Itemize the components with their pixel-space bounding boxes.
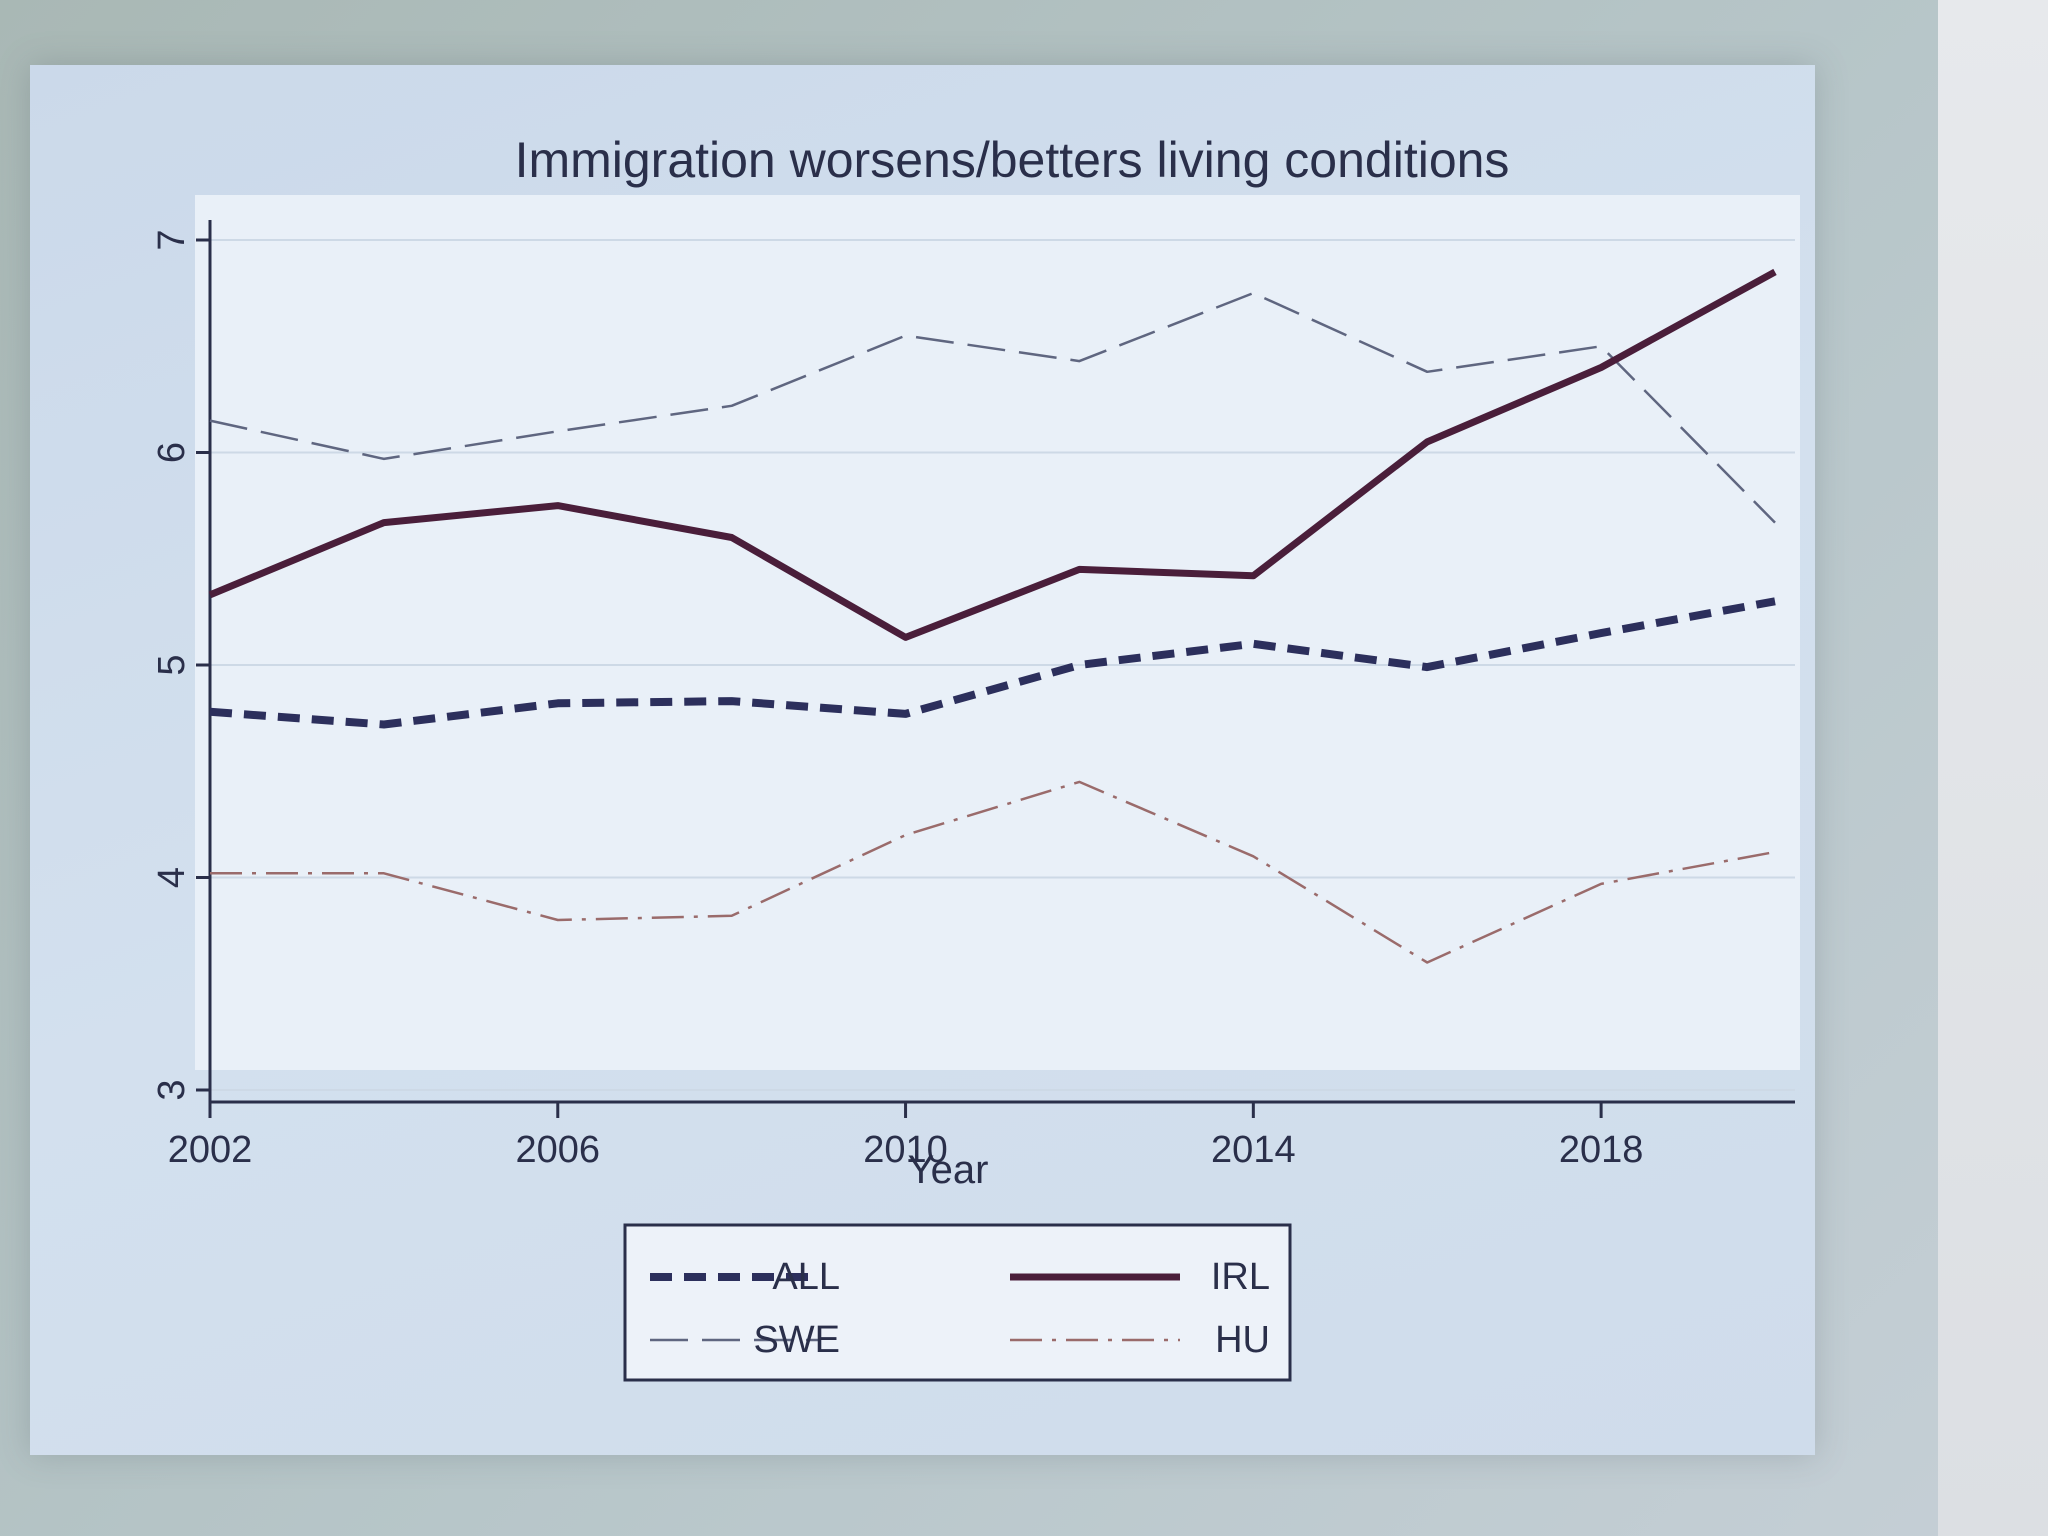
legend-box [623, 1223, 1292, 1382]
y-ticks: 3 4 5 6 7 [151, 229, 210, 1101]
x-tick-label: 2002 [168, 1129, 253, 1171]
y-tick-label: 3 [151, 1079, 193, 1100]
series-line-irl [208, 268, 1777, 641]
line-chart: Immigration worsens/betters living condi… [151, 132, 1800, 1382]
screen-edge [1938, 0, 2048, 1536]
x-tick-label: 2018 [1559, 1129, 1644, 1171]
y-tick-label: 5 [151, 654, 193, 675]
x-tick-label: 2010 [863, 1129, 948, 1171]
series-line-all [209, 597, 1776, 729]
legend: ALL IRL SWE HU [623, 1223, 1292, 1382]
legend-label-hu: HU [1215, 1319, 1270, 1361]
series-line-hu [210, 780, 1776, 964]
y-tick-label: 7 [151, 229, 193, 250]
x-axis-label: Year [908, 1148, 989, 1192]
x-ticks: 2002 2006 2010 2014 2018 [168, 1102, 1644, 1171]
legend-label-swe: SWE [753, 1319, 840, 1361]
series-lines [208, 268, 1777, 964]
series-line-swe [209, 291, 1776, 524]
presentation-slide: Immigration worsens/betters living condi… [30, 65, 1815, 1455]
y-tick-label: 6 [151, 442, 193, 463]
x-tick-label: 2014 [1211, 1129, 1296, 1171]
legend-label-irl: IRL [1211, 1256, 1270, 1298]
legend-label-all: ALL [772, 1256, 840, 1298]
gridlines [210, 239, 1795, 1091]
plot-area [195, 195, 1800, 1070]
y-tick-label: 4 [151, 867, 193, 888]
chart-title: Immigration worsens/betters living condi… [515, 132, 1510, 188]
x-tick-label: 2006 [516, 1129, 601, 1171]
